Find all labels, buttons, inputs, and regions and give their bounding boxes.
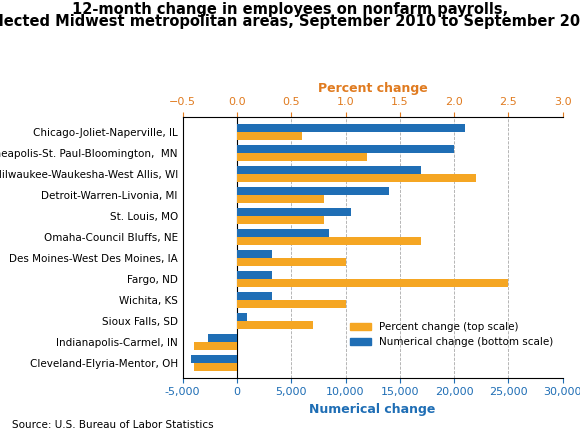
Text: Source: U.S. Bureau of Labor Statistics: Source: U.S. Bureau of Labor Statistics [12, 420, 213, 430]
Bar [237, 166, 422, 174]
Bar [237, 258, 346, 266]
Text: 12-month change in employees on nonfarm payrolls,: 12-month change in employees on nonfarm … [72, 2, 508, 17]
Bar [237, 321, 313, 329]
Bar [237, 279, 508, 287]
Bar [208, 334, 237, 342]
Bar [237, 216, 324, 224]
Bar [237, 250, 271, 258]
Bar [237, 132, 302, 140]
Bar [237, 208, 351, 216]
X-axis label: Numerical change: Numerical change [310, 403, 436, 416]
Bar [237, 300, 346, 308]
Bar [237, 292, 271, 300]
Bar [191, 355, 237, 363]
Bar [237, 271, 271, 279]
Bar [237, 237, 422, 245]
Bar [237, 145, 454, 153]
Bar [237, 313, 246, 321]
Bar [237, 229, 329, 237]
Bar [237, 187, 389, 195]
Bar [237, 195, 324, 203]
Bar [194, 342, 237, 350]
Text: selected Midwest metropolitan areas, September 2010 to September 2011: selected Midwest metropolitan areas, Sep… [0, 14, 580, 30]
Bar [237, 124, 465, 132]
Bar [194, 363, 237, 371]
Bar [237, 174, 476, 182]
Bar [237, 153, 367, 161]
Legend: Percent change (top scale), Numerical change (bottom scale): Percent change (top scale), Numerical ch… [346, 318, 557, 352]
X-axis label: Percent change: Percent change [318, 82, 427, 95]
